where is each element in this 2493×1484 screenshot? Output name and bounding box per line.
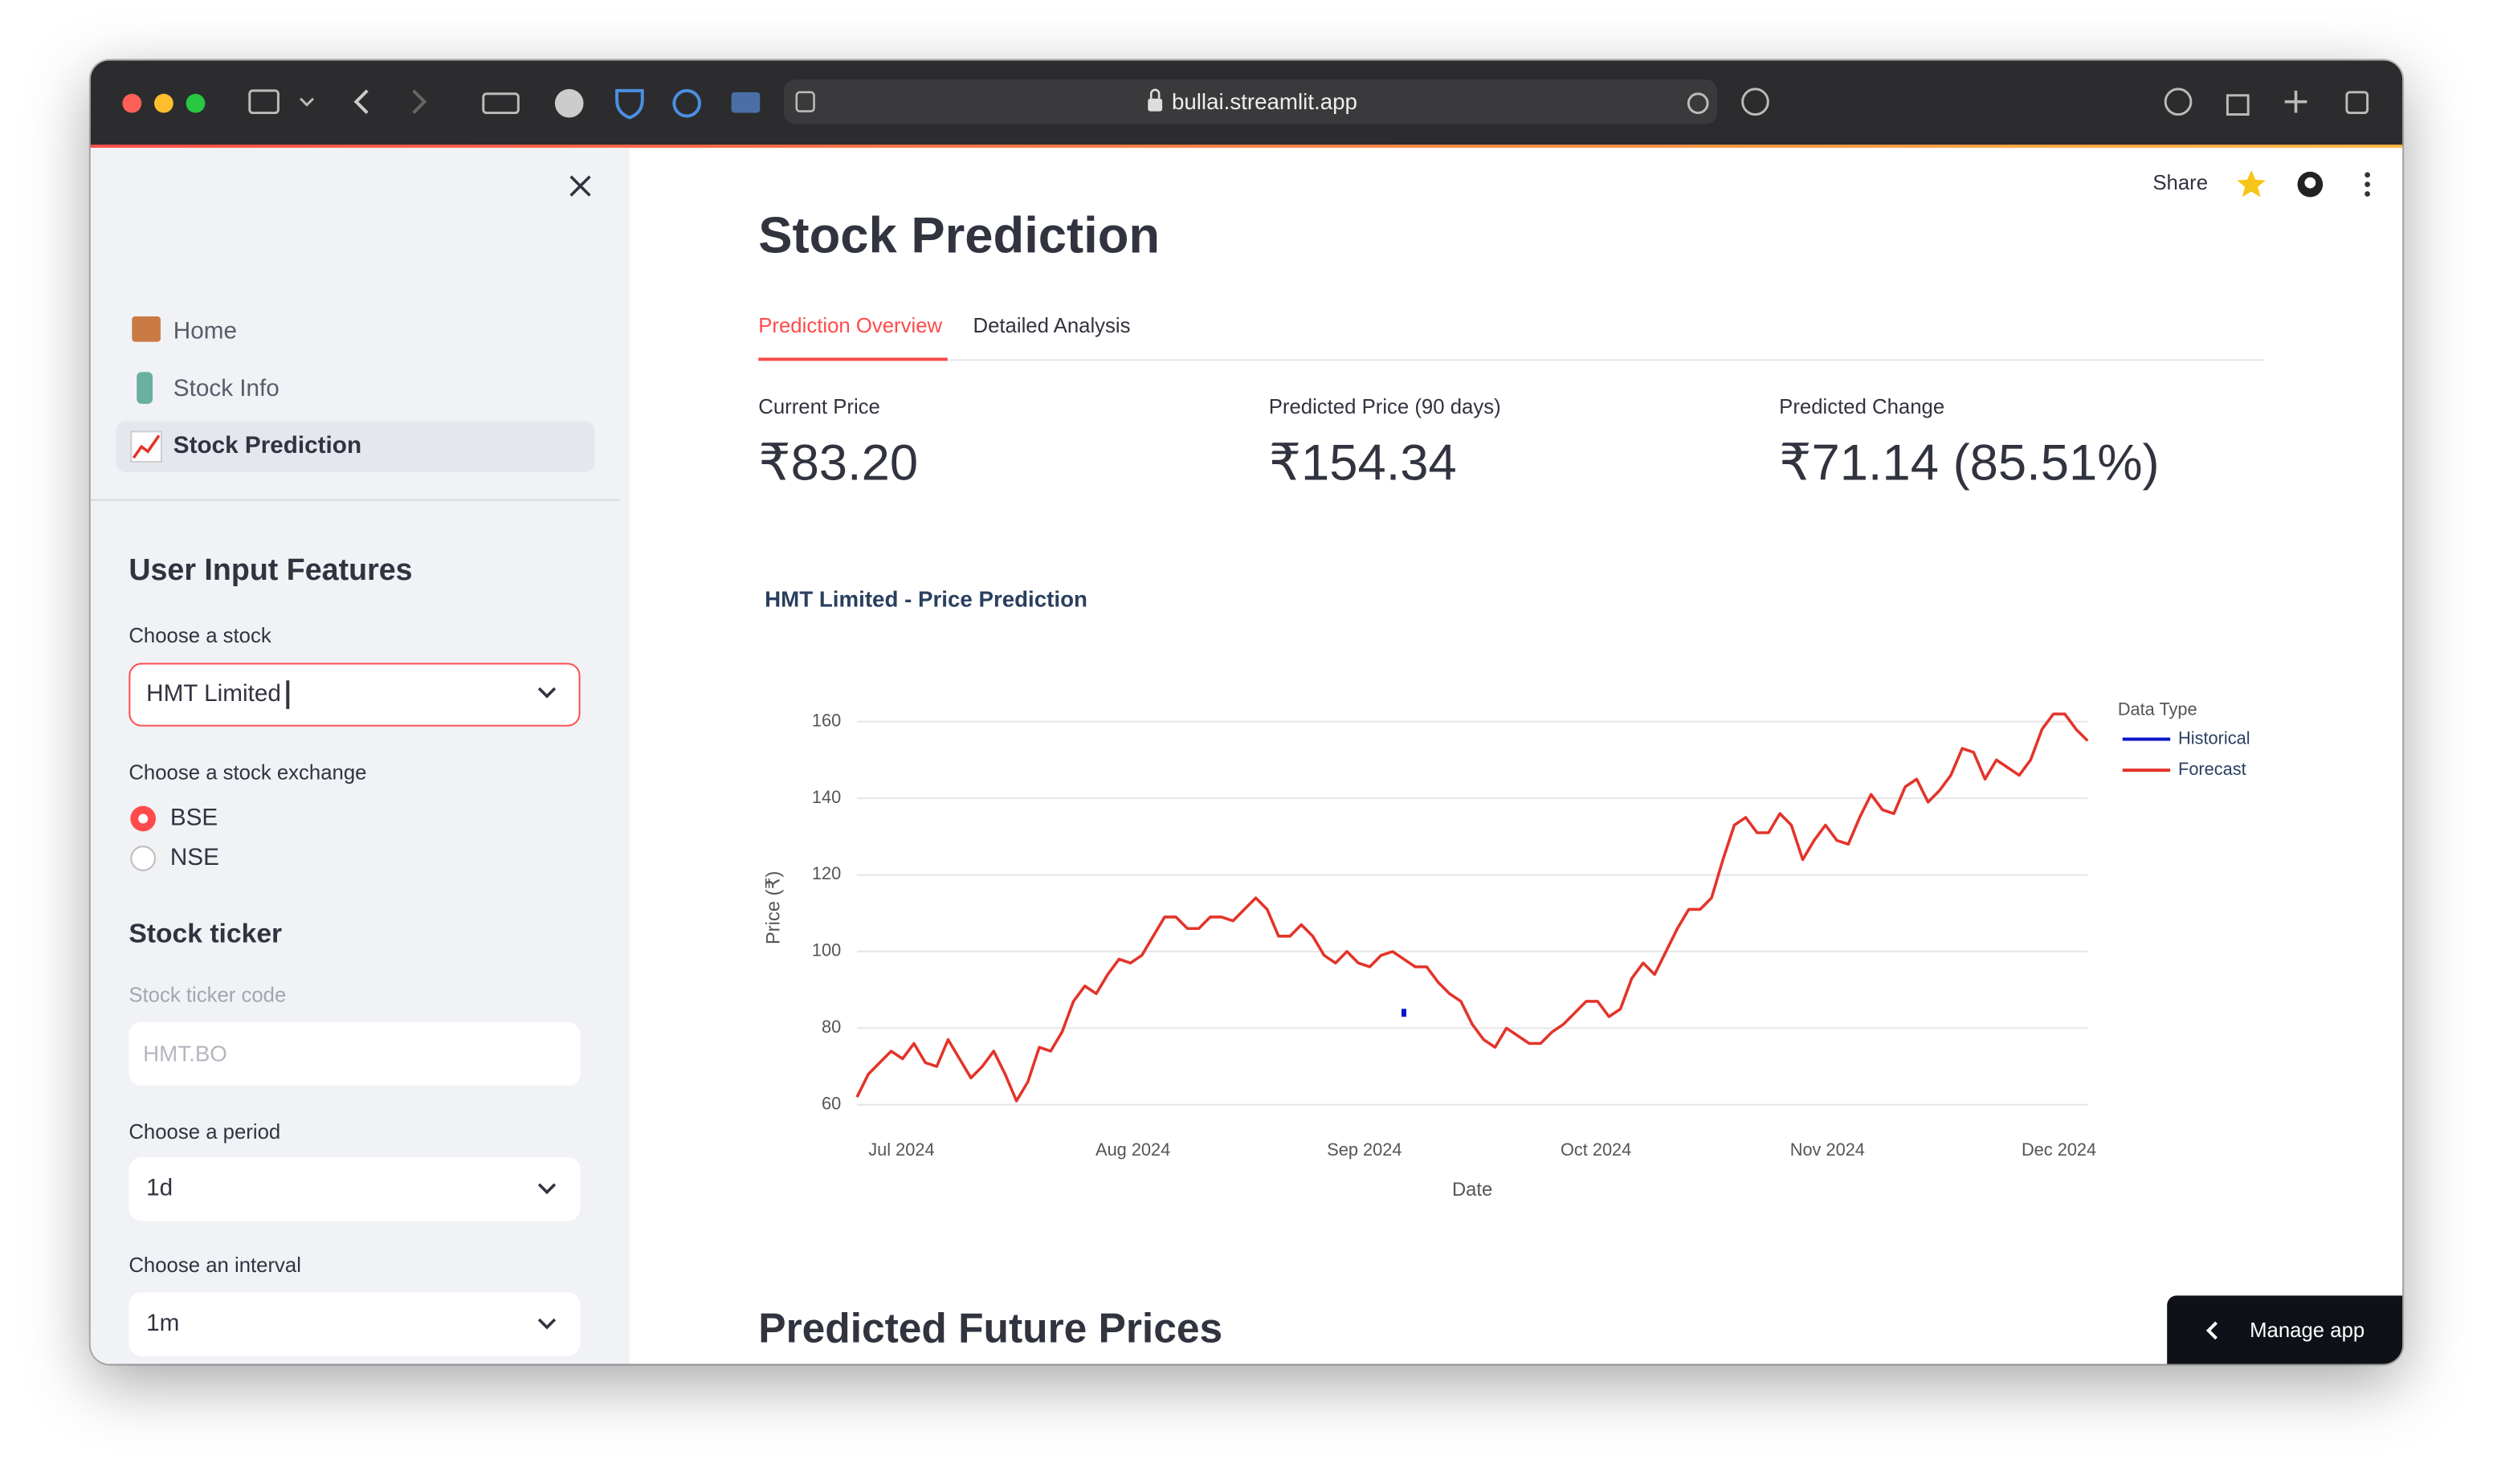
nav-item[interactable]: Stock Info — [173, 375, 279, 402]
legend-label: Historical — [2178, 728, 2250, 748]
url: bullai.streamlit.app — [1172, 89, 1357, 114]
zoom-dot[interactable] — [186, 93, 206, 113]
field-label: Choose a period — [129, 1119, 281, 1144]
select-chevron — [537, 1318, 557, 1330]
chevron-icon[interactable] — [300, 97, 315, 107]
text-caret — [286, 680, 289, 709]
share-button[interactable]: Share — [2152, 170, 2209, 194]
home-icon — [132, 316, 161, 342]
ext-icon[interactable] — [615, 88, 644, 120]
stock-select[interactable] — [129, 662, 581, 727]
toolbar-icons: bullai.streamlit.app — [122, 79, 2369, 124]
nav-item[interactable]: Stock Prediction — [173, 432, 362, 460]
nav-selected-bg — [116, 421, 595, 472]
radio-buttons[interactable] — [129, 805, 161, 874]
chart: HMT Limited - Price Prediction Date Pric… — [762, 587, 2250, 1201]
x-tick-label: Oct 2024 — [1561, 1140, 1631, 1160]
field-label: Choose a stock exchange — [129, 760, 367, 785]
metric-label: Predicted Change — [1779, 394, 1945, 419]
lock-icon — [1149, 88, 1161, 99]
window-content: bullai.streamlit.app Home Stock Info Sto… — [90, 60, 2403, 1364]
series-line — [855, 712, 2089, 1103]
lock-icon — [1148, 98, 1163, 112]
ext-icon[interactable] — [554, 88, 584, 118]
new-tab-icon[interactable] — [2284, 90, 2307, 113]
tab[interactable]: Prediction Overview — [758, 313, 943, 338]
close-sidebar[interactable] — [565, 170, 597, 202]
manage-chevron — [2205, 1321, 2218, 1340]
metric-value: ₹83.20 — [758, 434, 919, 491]
radio-label[interactable]: BSE — [169, 804, 218, 832]
field-label: Choose an interval — [129, 1253, 301, 1278]
select-value: HMT Limited — [146, 680, 281, 707]
x-tick-label: Aug 2024 — [1096, 1140, 1170, 1160]
metric-value: ₹71.14 (85.51%) — [1779, 434, 2160, 491]
y-tick-label: 100 — [812, 940, 841, 960]
input-placeholder: HMT.BO — [143, 1040, 227, 1066]
legend-title: Data Type — [2118, 699, 2197, 720]
stock-info-icon — [137, 372, 153, 404]
y-tick-label: 60 — [822, 1093, 841, 1113]
field-label: Stock ticker code — [129, 982, 287, 1007]
accent-line — [90, 145, 2403, 149]
period-select[interactable] — [129, 1157, 581, 1221]
tab-underline — [758, 357, 948, 361]
header-icons — [2237, 169, 2370, 198]
settings-icon[interactable] — [1741, 88, 1769, 116]
y-tick-label: 140 — [812, 787, 841, 807]
x-axis-label: Date — [1452, 1179, 1492, 1201]
radio-label[interactable]: NSE — [169, 844, 219, 871]
select-value: 1m — [146, 1310, 180, 1337]
field-label: Choose a stock — [129, 623, 271, 648]
tab-rule — [758, 359, 2264, 361]
forward-icon[interactable] — [412, 89, 427, 114]
metric-label: Predicted Price (90 days) — [1268, 394, 1501, 419]
section-title: Stock ticker — [129, 918, 283, 949]
manage-app-button[interactable] — [2167, 1295, 2403, 1364]
x-tick-label: Dec 2024 — [2022, 1140, 2096, 1160]
select-chevron — [537, 1183, 557, 1195]
divider — [90, 499, 621, 501]
ext-icon[interactable] — [672, 88, 701, 118]
x-tick-label: Jul 2024 — [868, 1140, 934, 1160]
legend-label: Forecast — [2178, 759, 2246, 779]
section-title: Predicted Future Prices — [758, 1304, 1223, 1352]
menu-icon[interactable] — [2364, 172, 2370, 178]
ext-icon[interactable] — [731, 92, 761, 113]
close-dot[interactable] — [122, 93, 142, 113]
ext-icon[interactable] — [482, 92, 520, 115]
prediction-icon — [130, 430, 162, 463]
x-tick-label: Sep 2024 — [1327, 1140, 1402, 1160]
manage-app-label[interactable]: Manage app — [2250, 1318, 2365, 1343]
y-axis-label: Price (₹) — [762, 871, 784, 945]
browser-window: bullai.streamlit.app Home Stock Info Sto… — [90, 60, 2403, 1364]
minimize-dot[interactable] — [154, 93, 173, 113]
url-bar[interactable] — [783, 79, 1717, 124]
y-tick-label: 120 — [812, 863, 841, 883]
nav-item[interactable]: Home — [173, 317, 237, 345]
select-chevron — [537, 687, 557, 699]
metric-label: Current Price — [758, 394, 880, 419]
sidebar-icon[interactable] — [248, 89, 279, 115]
ticker-input[interactable] — [129, 1021, 581, 1086]
back-icon[interactable] — [353, 89, 369, 114]
y-tick-label: 160 — [812, 710, 841, 730]
share-icon[interactable] — [2226, 94, 2250, 116]
star-icon[interactable] — [2237, 169, 2266, 198]
select-value: 1d — [146, 1174, 173, 1202]
reload-icon[interactable] — [1687, 92, 1709, 115]
section-title: User Input Features — [129, 554, 413, 588]
tab[interactable]: Detailed Analysis — [973, 313, 1131, 338]
x-tick-label: Nov 2024 — [1790, 1140, 1865, 1160]
tabs-icon[interactable] — [2345, 91, 2369, 115]
page-title: Stock Prediction — [758, 206, 1161, 264]
chart-title: HMT Limited - Price Prediction — [765, 587, 1087, 612]
download-icon[interactable] — [2164, 88, 2193, 116]
metric-value: ₹154.34 — [1268, 434, 1457, 491]
reader-icon[interactable] — [795, 91, 815, 112]
interval-select[interactable] — [129, 1292, 581, 1356]
y-tick-label: 80 — [822, 1017, 841, 1037]
